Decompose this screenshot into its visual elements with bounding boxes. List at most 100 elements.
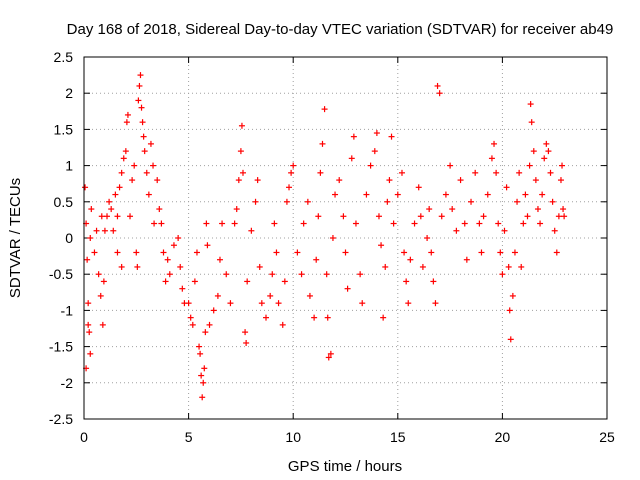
- data-point: [561, 213, 568, 220]
- data-point: [327, 350, 334, 357]
- chart-title: Day 168 of 2018, Sidereal Day-to-day VTE…: [67, 21, 614, 38]
- data-point: [93, 227, 100, 234]
- x-tick-label: 5: [185, 429, 193, 445]
- data-point: [530, 148, 537, 155]
- data-point: [104, 213, 111, 220]
- y-tick-label: -1: [61, 302, 74, 318]
- data-point: [206, 321, 213, 328]
- data-point: [199, 394, 206, 401]
- data-point: [537, 220, 544, 227]
- data-point: [463, 256, 470, 263]
- data-point: [85, 300, 92, 307]
- data-point: [135, 97, 142, 104]
- data-point: [350, 133, 357, 140]
- data-point: [428, 249, 435, 256]
- data-point: [559, 162, 566, 169]
- data-point: [527, 101, 534, 108]
- plot-frame: [83, 56, 608, 420]
- data-point: [252, 198, 259, 205]
- x-tick-label: 10: [285, 429, 301, 445]
- data-point: [137, 72, 144, 79]
- y-tick-label: 2.5: [54, 49, 74, 65]
- y-tick-label: 2: [65, 85, 73, 101]
- data-point: [324, 314, 331, 321]
- data-point: [534, 206, 541, 213]
- data-point: [175, 235, 182, 241]
- data-point: [497, 249, 504, 256]
- data-point: [244, 278, 251, 285]
- data-point: [118, 169, 125, 176]
- data-point: [434, 82, 441, 89]
- data-point: [203, 220, 210, 227]
- data-point: [304, 198, 311, 205]
- data-points: [82, 72, 568, 401]
- data-point: [488, 155, 495, 162]
- grid: [84, 57, 607, 419]
- data-point: [478, 249, 485, 256]
- data-point: [294, 249, 301, 256]
- data-point: [185, 300, 192, 307]
- data-point: [547, 169, 554, 176]
- data-point: [154, 177, 161, 184]
- data-point: [506, 307, 513, 314]
- data-point: [150, 162, 157, 169]
- data-point: [325, 354, 332, 361]
- data-point: [507, 336, 514, 343]
- data-point: [511, 249, 518, 256]
- data-point: [501, 227, 508, 234]
- data-point: [179, 285, 186, 292]
- y-tick-label: -2: [61, 375, 74, 391]
- y-tick-label: -0.5: [49, 266, 73, 282]
- data-point: [166, 271, 173, 278]
- data-point: [557, 177, 564, 184]
- data-point: [112, 191, 119, 198]
- data-point: [505, 263, 512, 270]
- data-point: [306, 292, 313, 299]
- data-point: [549, 198, 556, 205]
- data-point: [329, 235, 336, 241]
- x-tick-label: 20: [495, 429, 511, 445]
- y-tick-label: 0: [65, 230, 73, 246]
- x-axis-label: GPS time / hours: [288, 458, 402, 475]
- data-point: [367, 162, 374, 169]
- data-point: [398, 169, 405, 176]
- data-point: [200, 379, 207, 386]
- data-point: [424, 235, 431, 241]
- data-point: [269, 271, 276, 278]
- data-point: [551, 227, 558, 234]
- data-point: [313, 256, 320, 263]
- y-axis-label: SDTVAR / TECUs: [7, 178, 24, 298]
- data-point: [120, 155, 127, 162]
- data-point: [386, 177, 393, 184]
- data-point: [235, 177, 242, 184]
- data-point: [476, 220, 483, 227]
- data-point: [432, 300, 439, 307]
- data-point: [237, 148, 244, 155]
- data-point: [101, 227, 108, 234]
- data-point: [271, 220, 278, 227]
- data-point: [363, 191, 370, 198]
- data-point: [378, 242, 385, 249]
- data-point: [447, 162, 454, 169]
- data-point: [242, 329, 249, 336]
- data-point: [336, 177, 343, 184]
- y-tick-label: -2.5: [49, 411, 73, 427]
- data-point: [193, 249, 200, 256]
- data-point: [131, 162, 138, 169]
- data-point: [472, 169, 479, 176]
- data-point: [340, 213, 347, 220]
- data-point: [198, 372, 205, 379]
- data-point: [342, 249, 349, 256]
- data-point: [290, 162, 297, 169]
- data-point: [86, 329, 93, 336]
- data-point: [509, 292, 516, 299]
- data-point: [401, 249, 408, 256]
- data-point: [514, 198, 521, 205]
- data-point: [323, 271, 330, 278]
- data-point: [403, 278, 410, 285]
- data-point: [384, 198, 391, 205]
- data-point: [133, 249, 140, 256]
- data-point: [118, 263, 125, 270]
- data-point: [298, 271, 305, 278]
